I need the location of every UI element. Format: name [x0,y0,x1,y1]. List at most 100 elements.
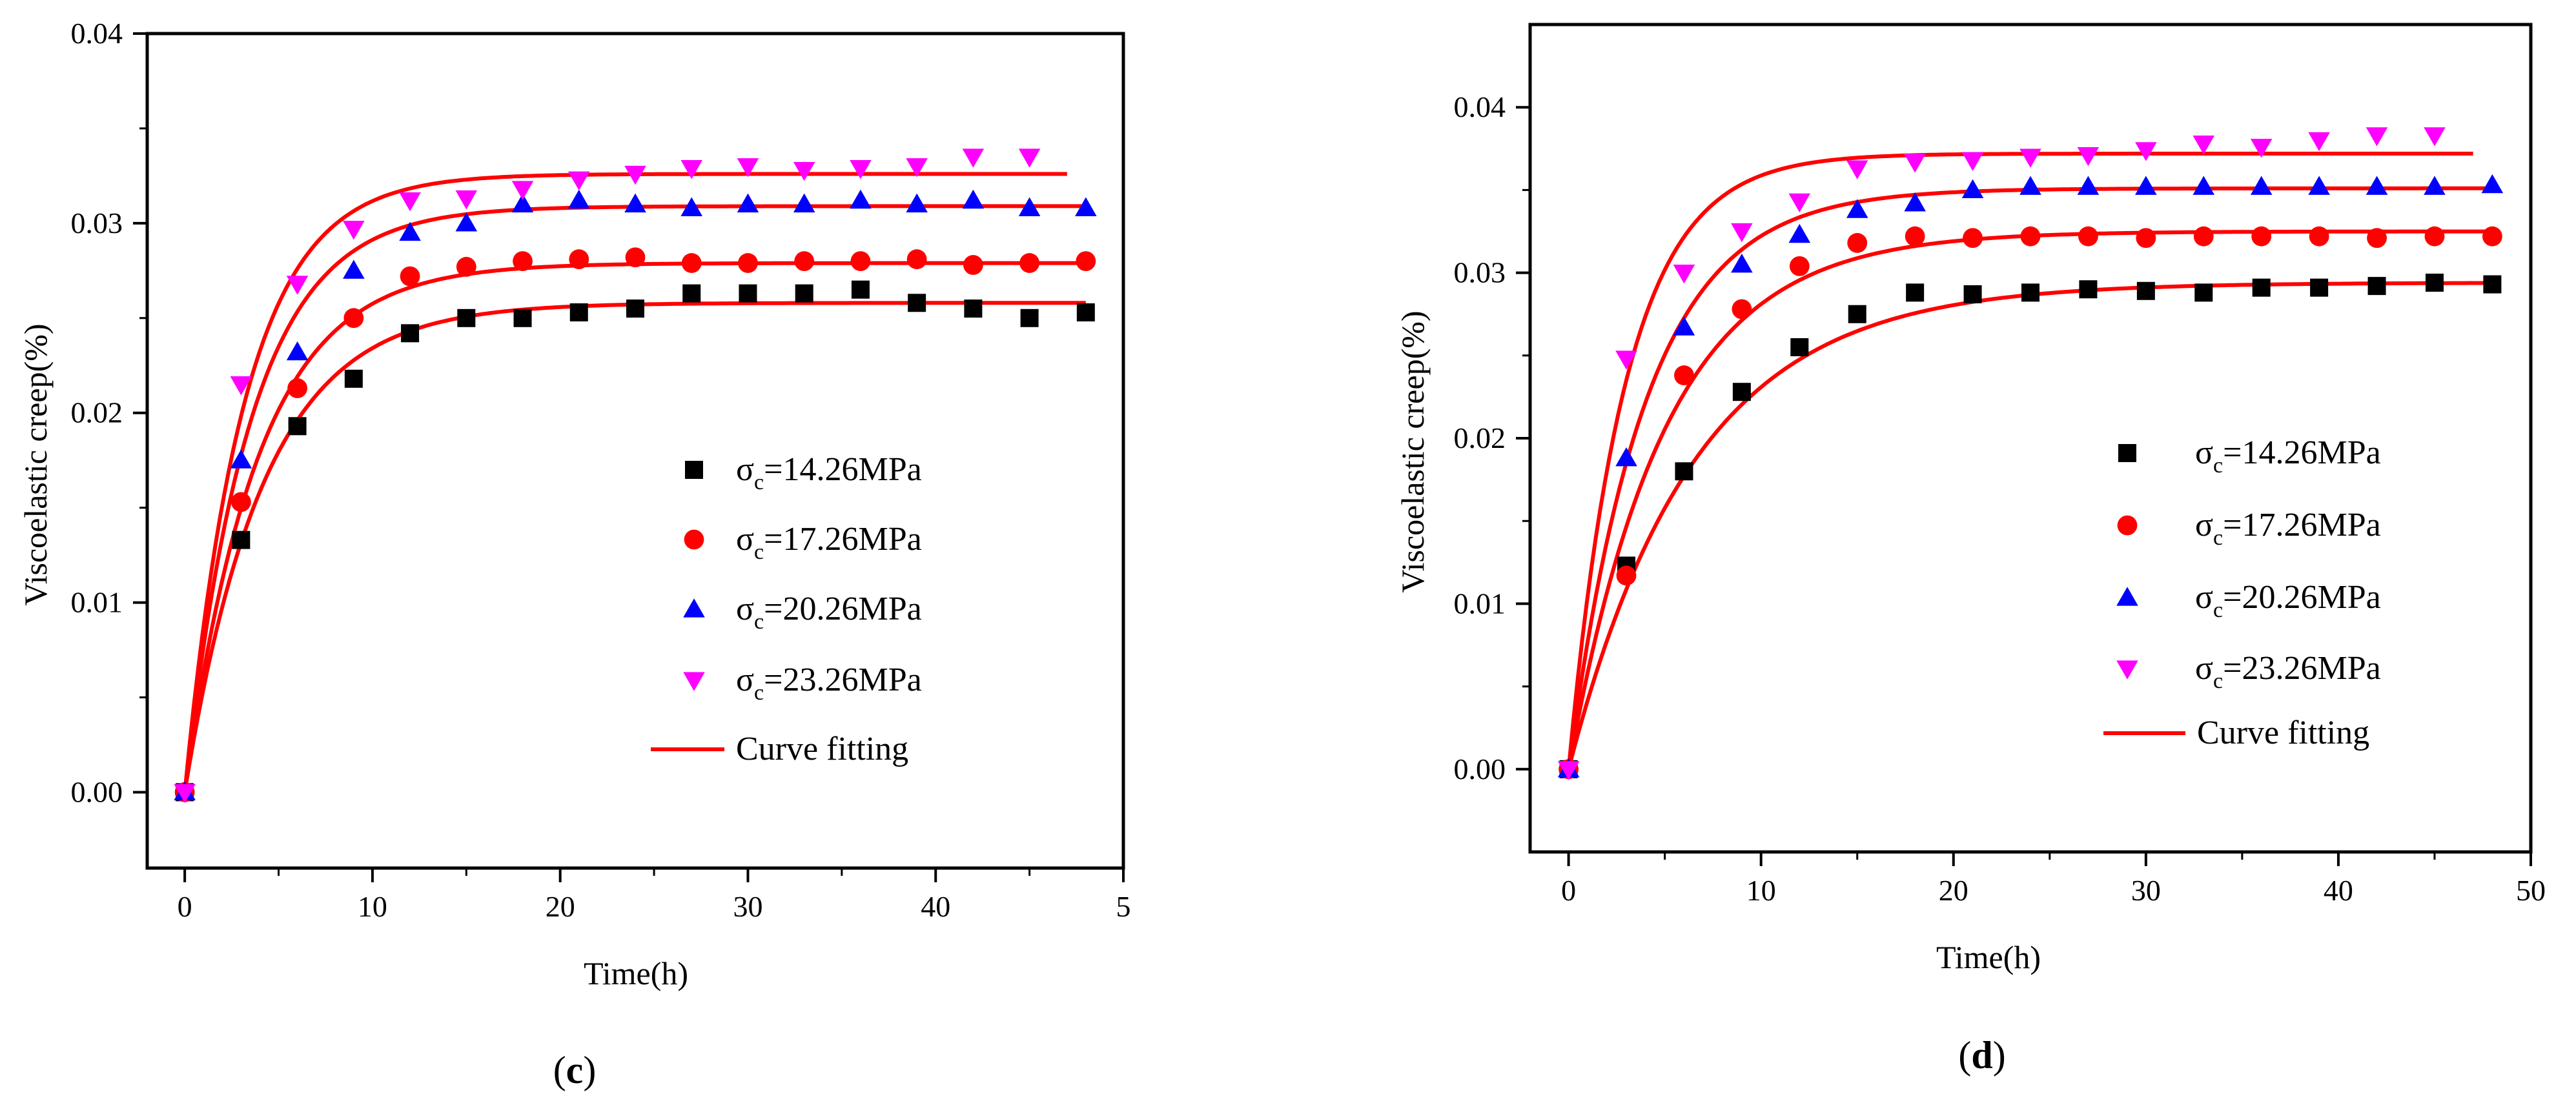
data-point-series-2 [738,253,758,273]
chart-panel-c: 0 10 20 30 40 5 0.00 0.01 0.02 0.03 0.04 σc=14.26MP… [17,17,1131,1091]
data-point-series-3 [286,341,309,361]
y-tick-label: 0.03 [1454,256,1506,289]
data-point-series-1 [851,280,870,299]
data-point-series-4 [455,190,478,210]
data-point-series-2 [1732,299,1752,319]
data-point-series-3 [850,189,872,209]
data-point-series-4 [737,158,759,177]
x-tick-label: 20 [546,890,575,923]
y-tick-label: 0.01 [71,586,123,619]
y-tick-label: 0.02 [71,396,123,429]
data-point-series-2 [1847,233,1868,253]
chart-panel-d: 0 10 20 30 40 50 0.00 0.01 0.02 0.03 0.04 σc=14.26M… [1395,23,2546,1077]
data-point-series-1 [1076,303,1095,321]
y-tick-label: 0.00 [71,775,123,808]
data-point-series-2 [2424,226,2445,247]
data-point-series-3 [624,193,646,213]
data-point-series-1 [344,369,363,388]
data-point-series-1 [232,531,250,549]
data-point-series-1 [908,294,926,312]
data-point-series-2 [1963,228,1983,248]
data-point-series-4 [230,376,252,396]
data-point-series-1 [1020,309,1039,327]
x-tick-label: 5 [1116,890,1131,923]
legend-marker-1 [2118,444,2136,462]
data-point-series-3 [962,189,985,209]
data-point-series-4 [1846,160,1868,179]
data-point-series-2 [681,253,702,273]
data-point-series-2 [2020,226,2041,247]
legend-label-2: σc=17.26MPa [2195,507,2381,550]
data-point-series-3 [1075,197,1097,216]
data-point-series-4 [1788,193,1811,213]
data-point-series-4 [511,181,534,200]
y-tick-label: 0.03 [71,207,123,239]
data-point-series-3 [230,449,252,469]
data-point-series-4 [793,161,815,181]
data-point-series-2 [2136,228,2156,248]
data-point-series-2 [963,255,983,275]
data-point-series-4 [286,276,309,295]
data-point-series-3 [793,193,815,213]
legend-fit-label: Curve fitting [2197,714,2369,751]
data-point-series-4 [174,784,196,804]
data-point-series-1 [1732,383,1751,401]
data-point-series-2 [2078,226,2098,247]
data-point-series-3 [1615,447,1637,467]
legend-marker-1 [685,461,703,479]
data-point-series-1 [569,303,588,321]
data-point-series-1 [1906,283,1925,302]
data-point-series-3 [2250,176,2273,195]
data-point-series-1 [2252,278,2271,297]
data-point-series-4 [2250,139,2273,158]
legend-label-4: σc=23.26MPa [2195,650,2381,693]
data-point-series-3 [2308,176,2330,195]
data-point-series-3 [1788,223,1811,243]
x-axis-title-d: Time(h) [1936,939,2041,975]
x-axis-title-c: Time(h) [584,955,688,991]
data-point-series-1 [1963,285,1982,303]
data-point-series-4 [2308,132,2330,152]
data-point-series-2 [2193,226,2214,247]
data-point-series-3 [1904,192,1926,212]
data-point-series-3 [1731,253,1753,273]
y-tick-label: 0.00 [1454,753,1506,785]
data-point-series-1 [1675,462,1693,481]
data-point-series-4 [680,160,703,179]
data-point-series-2 [906,249,927,270]
plot-frame [145,32,1125,870]
data-point-series-3 [567,189,590,209]
data-point-series-3 [511,193,534,213]
x-tick-label: 20 [1939,874,1968,907]
y-axis-title-d: Viscoelastic creep(%) [1395,310,1431,592]
data-point-series-2 [1674,365,1694,385]
y-tick-label: 0.01 [1454,587,1506,620]
data-point-series-1 [2194,283,2213,302]
data-point-series-4 [2193,136,2215,155]
data-point-series-1 [2136,281,2155,300]
data-point-series-3 [1673,316,1695,336]
x-tick-label: 10 [1746,874,1776,907]
data-point-series-2 [343,308,364,329]
panel-label-c: (c) [553,1049,597,1091]
data-point-series-1 [1790,338,1809,356]
y-axis-title-c: Viscoelastic creep(%) [17,323,54,605]
legend-label-1: σc=14.26MPa [2195,434,2381,478]
x-tick-label: 0 [1561,874,1576,907]
data-point-series-2 [1905,226,1925,247]
data-point-series-4 [962,148,985,168]
data-point-series-2 [1616,565,1637,586]
fit-curve-4 [183,172,1067,793]
data-point-series-1 [2310,278,2329,297]
y-tick-label: 0.04 [1454,90,1506,123]
data-point-series-1 [739,284,757,303]
data-point-series-1 [795,284,813,303]
data-point-series-2 [1019,253,1040,273]
y-tick-label: 0.02 [1454,421,1506,454]
data-point-series-3 [680,197,703,216]
data-point-series-2 [230,492,251,512]
data-point-series-2 [1076,251,1096,272]
data-point-series-1 [2367,277,2386,296]
